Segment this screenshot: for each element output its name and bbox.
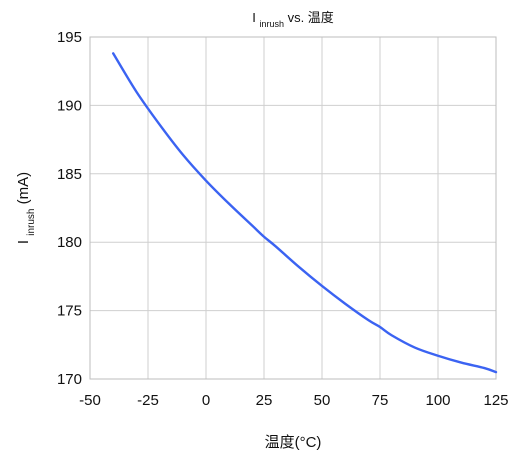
y-tick-label: 180 <box>57 234 82 251</box>
y-tick-label: 170 <box>57 371 82 388</box>
x-tick-layer: -50 -25 0 25 50 75 100 125 <box>79 392 508 409</box>
chart-title-sub: inrush <box>259 19 284 29</box>
x-tick-label: 75 <box>372 392 389 409</box>
y-axis-label-suffix: (mA) <box>15 172 32 205</box>
y-tick-label: 190 <box>57 97 82 114</box>
x-tick-label: 0 <box>202 392 210 409</box>
x-axis-label: 温度(°C) <box>265 434 322 451</box>
plot-frame <box>89 36 497 380</box>
y-tick-label: 185 <box>57 166 82 183</box>
y-axis-label-sub: inrush <box>26 209 37 236</box>
chart-title: I inrush vs. 温度 <box>252 10 334 29</box>
point-layer <box>112 53 496 373</box>
chart-title-main: I <box>252 10 256 25</box>
y-axis-label: I inrush (mA) <box>15 172 37 244</box>
x-tick-label: 50 <box>314 392 331 409</box>
y-tick-layer: 170 175 180 185 190 195 <box>57 29 82 388</box>
y-tick-label: 175 <box>57 303 82 320</box>
temperature-series-line <box>112 52 498 374</box>
y-tick-label: 195 <box>57 29 82 46</box>
y-axis-label-main: I <box>15 240 32 244</box>
x-tick-label: 125 <box>483 392 508 409</box>
x-tick-label: 25 <box>256 392 273 409</box>
x-tick-label: -25 <box>137 392 159 409</box>
chart-title-suffix: vs. 温度 <box>288 10 334 25</box>
x-tick-label: 100 <box>425 392 450 409</box>
grid-layer <box>89 36 497 380</box>
x-tick-label: -50 <box>79 392 101 409</box>
